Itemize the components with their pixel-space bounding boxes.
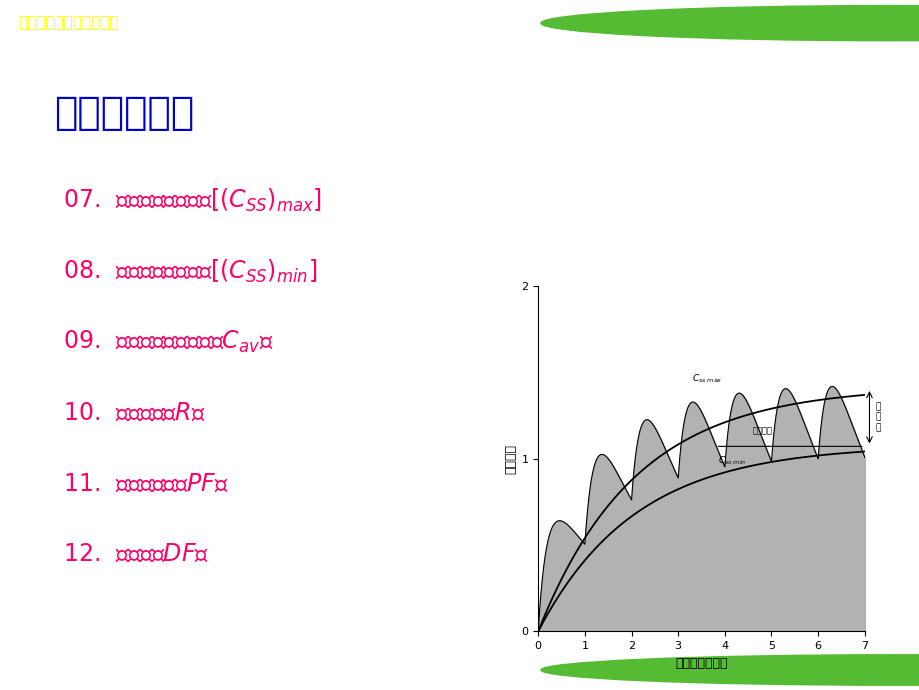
- Text: 08.  最低稳态血药浓度[($\mathit{C}_{SS})_{min}$]: 08. 最低稳态血药浓度[($\mathit{C}_{SS})_{min}$]: [62, 257, 316, 285]
- Text: $C_{ss\ min}$: $C_{ss\ min}$: [717, 455, 745, 467]
- Text: 波
动
度: 波 动 度: [874, 402, 879, 432]
- Text: 07.  最高稳态血药浓度[($\mathit{C}_{SS})_{max}$]: 07. 最高稳态血药浓度[($\mathit{C}_{SS})_{max}$]: [62, 186, 322, 214]
- Y-axis label: 药物浓度: 药物浓度: [504, 444, 516, 474]
- Text: 10.  蓄积因子（$\mathit{R}$）: 10. 蓄积因子（$\mathit{R}$）: [62, 401, 205, 424]
- Circle shape: [540, 655, 919, 685]
- Text: 11.  波动百分数（$\mathit{PF}$）: 11. 波动百分数（$\mathit{PF}$）: [62, 471, 228, 495]
- Text: 09.  平均稳态血药浓度（$\mathit{C}_{av}$）: 09. 平均稳态血药浓度（$\mathit{C}_{av}$）: [62, 328, 273, 355]
- Text: Institute of Clinical Pharmacology,  Sun Yat-sen University: Institute of Clinical Pharmacology, Sun …: [303, 16, 704, 30]
- Text: 中山大学临床药理研究所: 中山大学临床药理研究所: [18, 16, 119, 30]
- Text: Institute of Clinical Pharmacology,  Sun Yat-sen University: Institute of Clinical Pharmacology, Sun …: [259, 663, 660, 677]
- X-axis label: 时间（半衰期）: 时间（半衰期）: [675, 657, 727, 669]
- Text: $C_{ss\ max}$: $C_{ss\ max}$: [691, 372, 722, 385]
- Circle shape: [540, 6, 919, 41]
- Text: 稳态浓度: 稳态浓度: [752, 426, 771, 435]
- Text: 12.  波动度（$\mathit{DF}$）: 12. 波动度（$\mathit{DF}$）: [62, 542, 209, 566]
- Text: 一、几个参数: 一、几个参数: [53, 94, 194, 132]
